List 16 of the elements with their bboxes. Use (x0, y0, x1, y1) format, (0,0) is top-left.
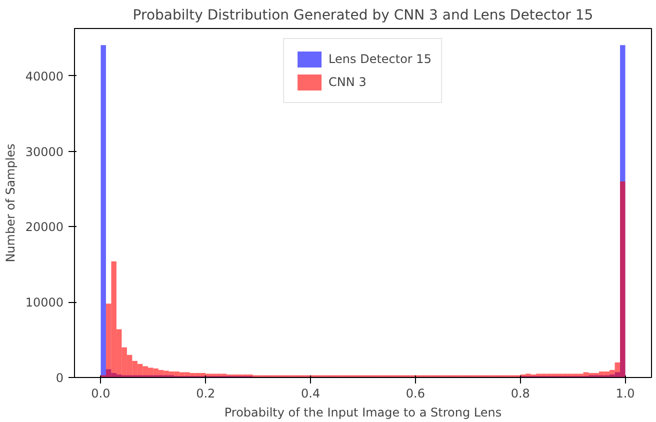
y-axis-title: Number of Samples (3, 144, 18, 262)
legend-label: CNN 3 (328, 75, 366, 89)
y-tick-label: 40000 (25, 69, 64, 84)
y-tick-label: 20000 (25, 220, 64, 234)
x-tick-label: 0.4 (301, 386, 320, 400)
y-tick-label: 30000 (25, 144, 64, 159)
x-tick-label: 0.6 (406, 386, 426, 400)
legend-label: Lens Detector 15 (328, 52, 432, 66)
y-tick-label: 10000 (25, 296, 64, 310)
x-axis-title: Probabilty of the Input Image to a Strong Lens (224, 406, 502, 420)
chart-title: Probabilty Distribution Generated by CNN 3 and Lens Detector 15 (132, 8, 594, 24)
y-tick-label: 0 (56, 371, 64, 385)
x-tick-label: 0.8 (510, 386, 530, 400)
x-tick-label: 0.2 (196, 386, 216, 400)
x-tick-label: 0.0 (91, 386, 110, 400)
x-tick-label: 1.0 (616, 386, 635, 400)
